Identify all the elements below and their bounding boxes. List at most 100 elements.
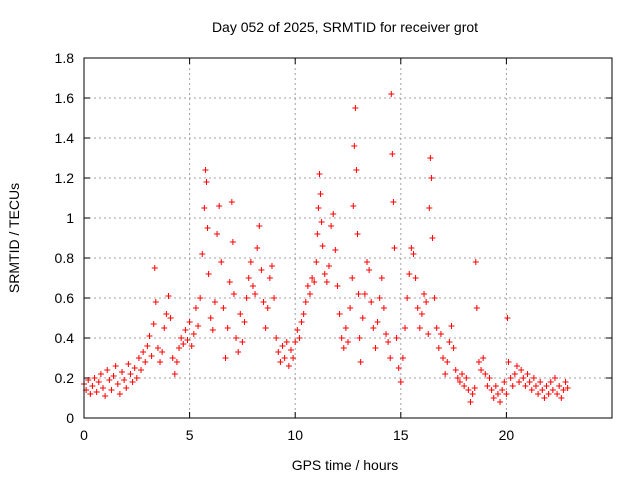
data-point [390,199,397,205]
data-point [100,385,107,391]
data-point [192,305,199,311]
data-point [547,379,554,385]
data-point [292,339,299,345]
data-point [482,371,489,377]
data-point [167,315,174,321]
data-point [478,367,485,373]
data-point [252,291,259,297]
data-point [325,263,332,269]
data-point [247,259,254,265]
y-tick-label: 0.8 [55,250,75,266]
data-point [364,259,371,265]
data-point [471,385,478,391]
data-point [501,379,508,385]
data-point [318,219,325,225]
data-point [154,345,161,351]
data-point [356,335,363,341]
data-point [150,321,157,327]
data-point [336,311,343,317]
data-point [539,387,546,393]
data-point [560,387,567,393]
data-point [368,299,375,305]
data-point [151,265,158,271]
data-point [125,361,132,367]
data-point [306,291,313,297]
data-point [268,263,275,269]
data-point [127,371,134,377]
data-point [258,267,265,273]
data-point [399,355,406,361]
data-point [408,245,415,251]
y-tick-label: 1.2 [55,170,75,186]
data-point [235,349,242,355]
y-tick-label: 1.6 [55,90,75,106]
data-point [163,311,170,317]
data-point [461,383,468,389]
data-point [148,353,155,359]
data-point [294,327,301,333]
data-point [551,375,558,381]
data-point [472,259,479,265]
data-point [484,383,491,389]
data-point [334,283,341,289]
data-point [123,385,130,391]
data-point [121,377,128,383]
x-tick-label: 0 [80,427,88,443]
data-point [157,359,164,365]
data-point [254,245,261,251]
data-point [119,369,126,375]
data-point [332,247,339,253]
data-point [317,191,324,197]
data-point [454,375,461,381]
data-point [543,383,550,389]
data-point [558,395,565,401]
data-point [266,275,273,281]
data-point [203,179,210,185]
data-point [207,315,214,321]
data-points [81,91,571,405]
data-point [195,323,202,329]
y-tick-label: 1 [66,210,74,226]
data-point [513,363,520,369]
data-point [340,345,347,351]
data-point [354,231,361,237]
data-point [395,365,402,371]
data-point [387,355,394,361]
data-point [516,379,523,385]
data-point [165,293,172,299]
data-point [530,375,537,381]
data-point [440,355,447,361]
data-point [467,399,474,405]
data-point [319,243,326,249]
data-point [504,315,511,321]
data-point [309,275,316,281]
data-point [429,235,436,241]
data-point [190,331,197,337]
data-point [488,387,495,393]
data-point [431,295,438,301]
data-point [97,371,104,377]
data-point [104,367,111,373]
data-point [350,203,357,209]
axes: 0 0.2 0.4 0.6 0.8 1 1.2 1.4 1.6 1.8 0 5 10 15 20 [55,50,612,443]
data-point [352,105,359,111]
data-point [383,331,390,337]
y-tick-label: 0.4 [55,330,75,346]
data-point [425,331,432,337]
data-point [421,291,428,297]
grid-lines [84,58,612,418]
data-point [330,211,337,217]
data-point [222,355,229,361]
data-point [463,375,470,381]
data-point [526,379,533,385]
data-point [180,341,187,347]
data-point [197,295,204,301]
data-point [204,225,211,231]
data-point [110,373,117,379]
data-point [116,391,123,397]
data-point [490,395,497,401]
data-point [323,279,330,285]
data-point [144,343,151,349]
data-point [564,385,571,391]
